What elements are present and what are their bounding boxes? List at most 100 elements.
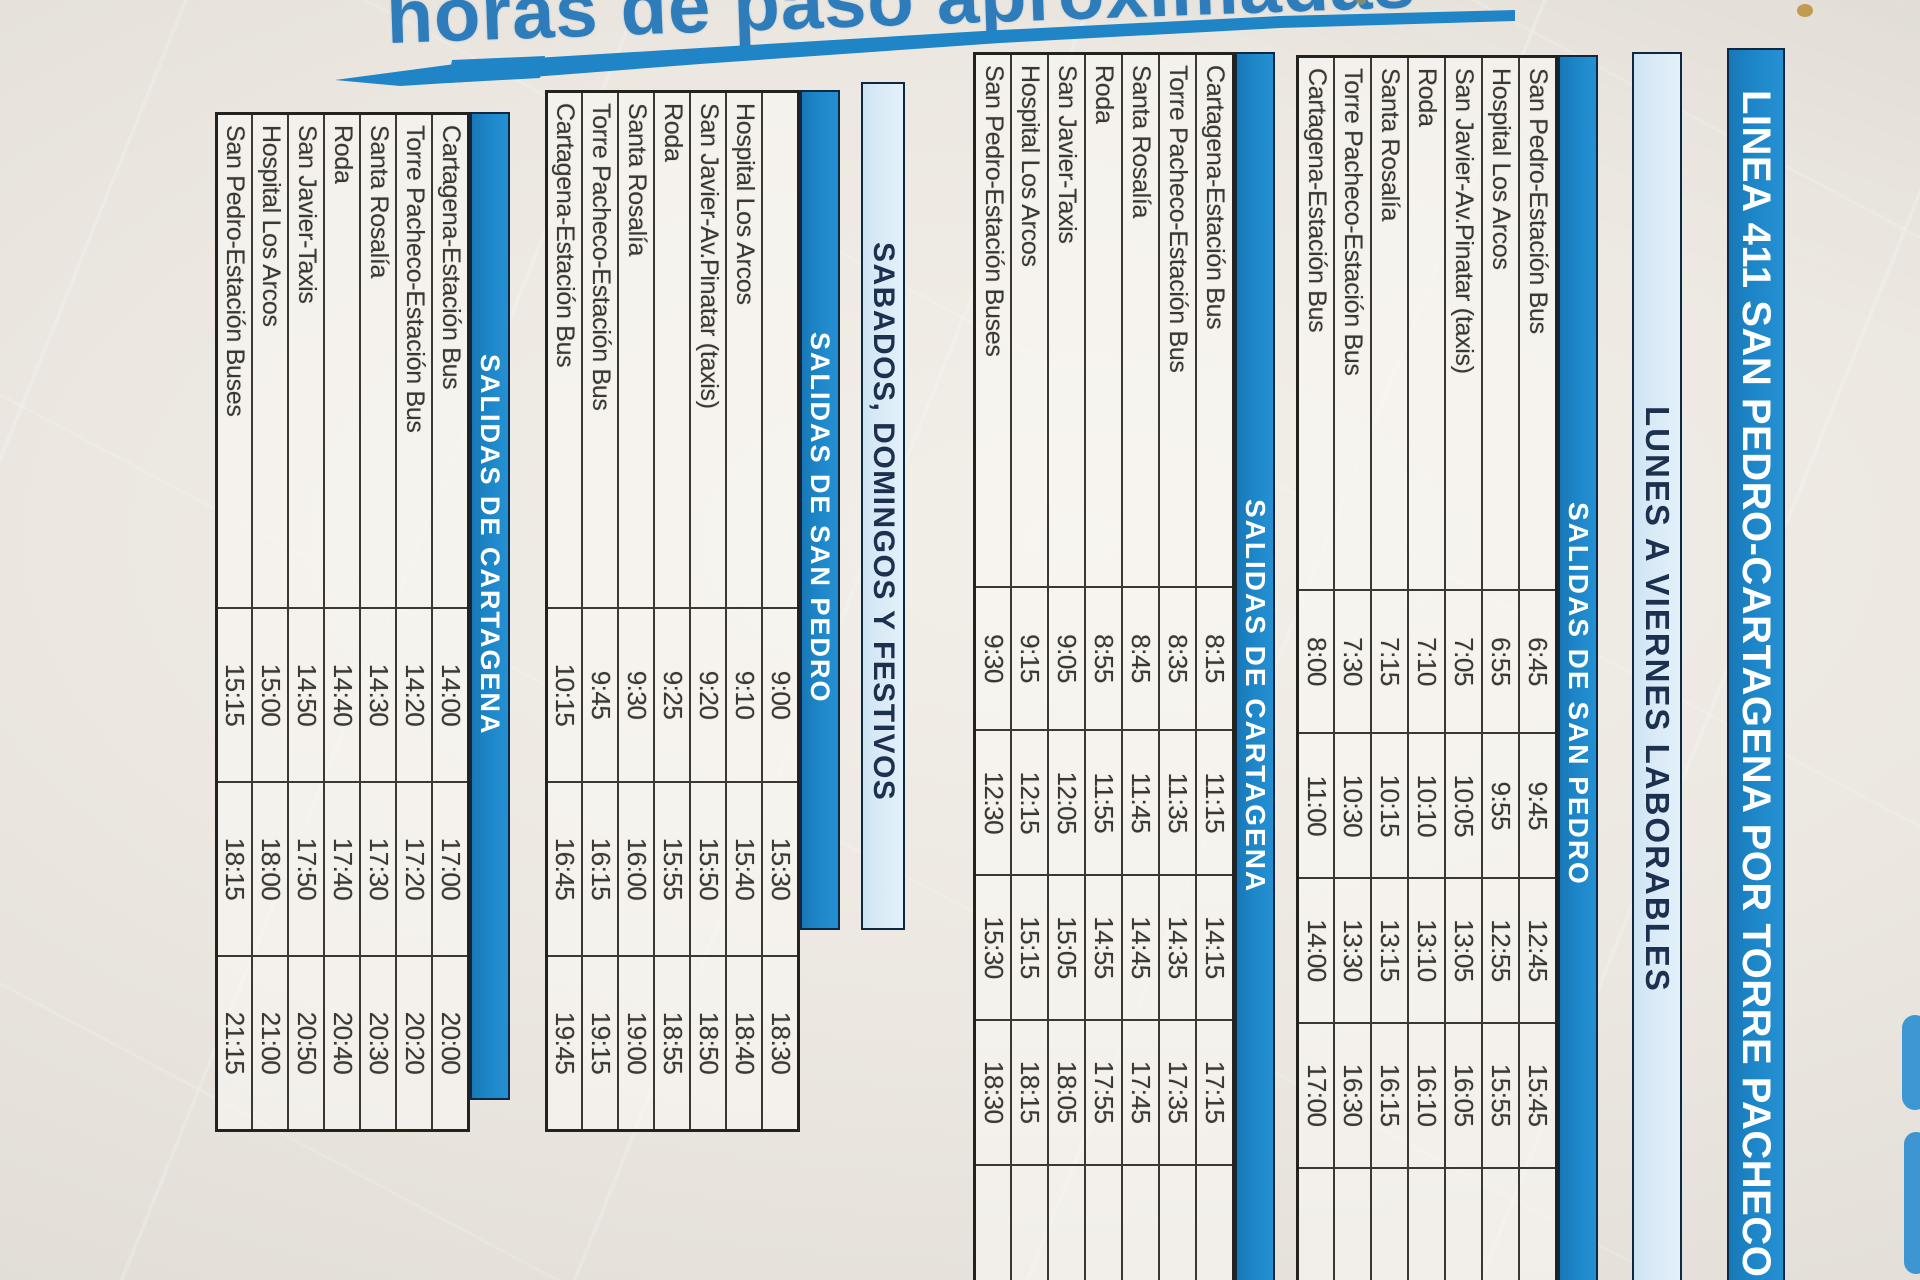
- station-cell: Roda: [324, 113, 361, 608]
- time-cell: 18:15: [216, 782, 253, 956]
- time-cell: 15:55: [1482, 1022, 1520, 1168]
- time-cell: 7:15: [1371, 589, 1409, 734]
- table-weekend-salidas-san-pedro: SALIDAS DE SAN PEDRO 9:00 15:30 18:30 Hospi…: [545, 90, 840, 1132]
- timetable-row: Torre Pacheco-Estación Bus 7:30 10:30 13:30…: [1334, 56, 1372, 1280]
- timetable-row: Cartagena-Estación Bus 8:15 11:15 14:15 17:1…: [1196, 53, 1234, 1280]
- time-cell: 14:35: [1159, 875, 1197, 1020]
- time-cell: 20:30: [360, 956, 397, 1131]
- time-cell: 17:15: [1196, 1019, 1234, 1165]
- cut-blue-mark-icon: [1904, 1132, 1920, 1274]
- time-cell: 11:35: [1159, 730, 1197, 876]
- time-cell: 9:20: [690, 608, 727, 782]
- timetable-row: 9:00 15:30 18:30: [762, 91, 799, 1131]
- time-cell: 9:55: [1482, 733, 1520, 879]
- time-cell: 9:10: [726, 608, 763, 782]
- station-cell: Cartagena-Estación Bus: [1297, 56, 1335, 590]
- timetable-row: Roda 14:40 17:40 20:40: [324, 113, 361, 1131]
- timetable-row: Hospital Los Arcos 9:15 12:15 15:15 18:15: [1011, 53, 1049, 1280]
- timetable-row: Hospital Los Arcos 15:00 18:00 21:00: [252, 113, 289, 1131]
- time-cell: 17:20: [396, 782, 433, 956]
- time-cell: 18:30: [974, 1019, 1012, 1165]
- station-cell: Hospital Los Arcos: [1482, 56, 1520, 590]
- time-cell: 9:30: [974, 586, 1012, 731]
- timetable: San Pedro-Estación Bus 6:45 9:45 12:45 15:45…: [1296, 55, 1558, 1280]
- time-cell: 17:35: [1159, 1019, 1197, 1165]
- time-cell: 17:00: [432, 782, 469, 956]
- time-cell: 18:40: [726, 956, 763, 1131]
- station-cell: [762, 91, 799, 608]
- empty-time-cell: [1196, 1164, 1234, 1280]
- time-cell: 12:15: [1011, 730, 1049, 876]
- time-cell: 17:45: [1122, 1019, 1160, 1165]
- table-header-band: SALIDAS DE SAN PEDRO: [1558, 55, 1598, 1280]
- timetable: Cartagena-Estación Bus 14:00 17:00 20:00 Tor…: [215, 112, 470, 1132]
- time-cell: 15:55: [654, 782, 691, 956]
- time-cell: 10:05: [1445, 733, 1483, 879]
- time-cell: 20:50: [288, 956, 325, 1131]
- timetable-row: San Javier-Av.Pinatar (taxis) 7:05 10:05 13…: [1445, 56, 1483, 1280]
- time-cell: 15:05: [1048, 875, 1086, 1020]
- time-cell: 11:45: [1122, 730, 1160, 876]
- time-cell: 16:30: [1334, 1022, 1372, 1168]
- time-cell: 9:25: [654, 608, 691, 782]
- empty-time-cell: [1445, 1167, 1483, 1280]
- time-cell: 6:55: [1482, 589, 1520, 734]
- table-header-label: SALIDAS DE SAN PEDRO: [805, 332, 836, 704]
- timetable-row: Hospital Los Arcos 6:55 9:55 12:55 15:55: [1482, 56, 1520, 1280]
- timetable-row: San Javier-Taxis 14:50 17:50 20:50: [288, 113, 325, 1131]
- table-header-band: SALIDAS DE SAN PEDRO: [800, 90, 840, 930]
- time-cell: 16:10: [1408, 1022, 1446, 1168]
- station-cell: San Pedro-Estación Buses: [974, 53, 1012, 587]
- time-cell: 18:15: [1011, 1019, 1049, 1165]
- station-cell: Santa Rosalía: [360, 113, 397, 608]
- station-cell: Hospital Los Arcos: [1011, 53, 1049, 587]
- time-cell: 15:15: [216, 608, 253, 782]
- time-cell: 18:30: [762, 956, 799, 1131]
- station-cell: San Javier-Taxis: [288, 113, 325, 608]
- timetable-row: Cartagena-Estación Bus 8:00 11:00 14:00 17:0…: [1297, 56, 1335, 1280]
- time-cell: 14:15: [1196, 875, 1234, 1020]
- time-cell: 8:15: [1196, 586, 1234, 731]
- time-cell: 16:05: [1445, 1022, 1483, 1168]
- time-cell: 14:30: [360, 608, 397, 782]
- time-cell: 17:00: [1297, 1022, 1335, 1168]
- timetable-row: Cartagena-Estación Bus 14:00 17:00 20:00: [432, 113, 469, 1131]
- empty-time-cell: [1297, 1167, 1335, 1280]
- time-cell: 14:00: [1297, 878, 1335, 1023]
- table-header-band: SALIDAS DE CARTAGENA: [1235, 52, 1275, 1280]
- timetable-row: Torre Pacheco-Estación Bus 8:35 11:35 14:35…: [1159, 53, 1197, 1280]
- empty-time-cell: [1011, 1164, 1049, 1280]
- time-cell: 13:10: [1408, 878, 1446, 1023]
- time-cell: 15:45: [1519, 1022, 1557, 1168]
- time-cell: 19:00: [618, 956, 655, 1131]
- time-cell: 18:05: [1048, 1019, 1086, 1165]
- time-cell: 10:10: [1408, 733, 1446, 879]
- line-title-band: LINEA 411 SAN PEDRO-CARTAGENA POR TORRE …: [1727, 48, 1785, 1280]
- timetable-row: Roda 9:25 15:55 18:55: [654, 91, 691, 1131]
- station-cell: Torre Pacheco-Estación Bus: [1159, 53, 1197, 587]
- time-cell: 20:00: [432, 956, 469, 1131]
- station-cell: Cartagena-Estación Bus: [1196, 53, 1234, 587]
- station-cell: Santa Rosalía: [1371, 56, 1409, 590]
- time-cell: 8:55: [1085, 586, 1123, 731]
- time-cell: 14:50: [288, 608, 325, 782]
- station-cell: San Javier-Av.Pinatar (taxis): [690, 91, 727, 608]
- timetable-row: Santa Rosalía 7:15 10:15 13:15 16:15: [1371, 56, 1409, 1280]
- weekend-section-label: SABADOS, DOMINGOS Y FESTIVOS: [867, 242, 900, 802]
- time-cell: 8:45: [1122, 586, 1160, 731]
- time-cell: 13:30: [1334, 878, 1372, 1023]
- time-cell: 6:45: [1519, 589, 1557, 734]
- timetable-row: Santa Rosalía 8:45 11:45 14:45 17:45: [1122, 53, 1160, 1280]
- station-cell: San Pedro-Estación Bus: [1519, 56, 1557, 590]
- time-cell: 10:30: [1334, 733, 1372, 879]
- time-cell: 16:00: [618, 782, 655, 956]
- station-cell: Cartagena-Estación Bus: [432, 113, 469, 608]
- time-cell: 7:10: [1408, 589, 1446, 734]
- station-cell: Hospital Los Arcos: [726, 91, 763, 608]
- timetable-row: Roda 8:55 11:55 14:55 17:55: [1085, 53, 1123, 1280]
- timetable-row: Roda 7:10 10:10 13:10 16:10: [1408, 56, 1446, 1280]
- timetable: Cartagena-Estación Bus 8:15 11:15 14:15 17:1…: [973, 52, 1235, 1280]
- time-cell: 11:00: [1297, 733, 1335, 879]
- timetable-row: Torre Pacheco-Estación Bus 9:45 16:15 19:15: [582, 91, 619, 1131]
- rotated-page: LINEA 411 SAN PEDRO-CARTAGENA POR TORRE …: [180, 40, 1910, 1280]
